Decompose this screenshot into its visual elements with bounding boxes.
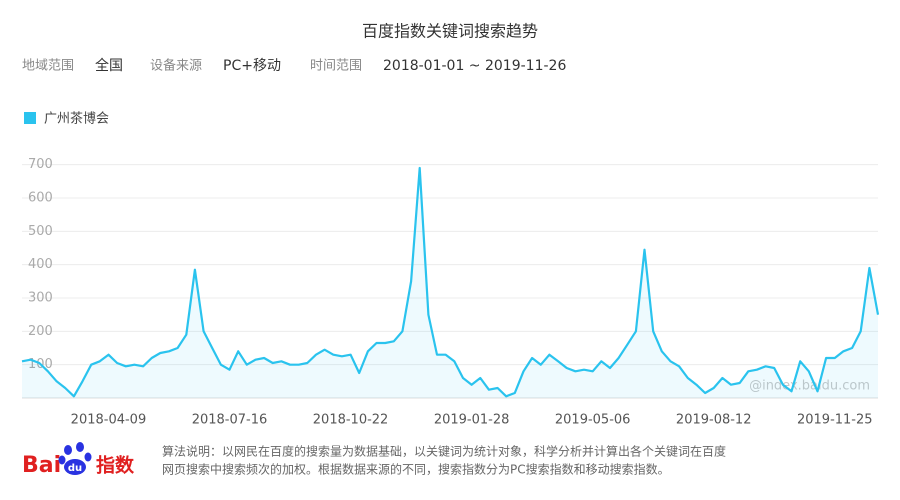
x-tick-label: 2019-01-28 (434, 413, 510, 428)
watermark: @index.baidu.com (749, 379, 870, 394)
filter-value: PC+移动 (223, 58, 281, 74)
x-tick-label: 2018-04-09 (71, 413, 147, 428)
filter-label: 地域范围 (22, 59, 74, 74)
y-tick-label: 500 (28, 224, 53, 239)
x-tick-label: 2019-05-06 (555, 413, 631, 428)
legend-swatch (24, 112, 36, 124)
x-tick-label: 2019-11-25 (797, 413, 873, 428)
logo-text: 指数 (96, 454, 135, 477)
series-line (21, 166, 880, 398)
logo-text: du (68, 463, 82, 474)
note-line: 算法说明：以网民在百度的搜索量为数据基础，以关键词为统计对象，科学分析并计算出各… (162, 444, 726, 459)
legend-label[interactable]: 广州茶博会 (44, 111, 109, 127)
x-tick-label: 2019-08-12 (676, 413, 752, 428)
note-line: 网页搜索中搜索频次的加权。根据数据来源的不同，搜索指数分为PC搜索指数和移动搜索… (162, 462, 670, 477)
filter-label: 设备来源 (150, 58, 202, 74)
y-tick-label: 200 (28, 324, 53, 339)
y-tick-label: 700 (28, 157, 53, 172)
series-area (22, 168, 878, 398)
y-tick-label: 300 (28, 291, 53, 306)
x-tick-label: 2018-10-22 (313, 413, 389, 428)
filter-bar: 地域范围 全国 设备来源 PC+移动 时间范围 2018-01-01 ~ 2019-11-… (22, 57, 566, 74)
filter-value: 全国 (95, 57, 123, 74)
x-tick-label: 2018-07-16 (192, 413, 268, 428)
filter-label: 时间范围 (310, 59, 362, 74)
y-tick-label: 600 (28, 191, 53, 206)
logo-text: Bai (22, 453, 61, 478)
logo-paw (58, 442, 92, 475)
y-tick-label: 400 (28, 257, 53, 272)
chart-title: 百度指数关键词搜索趋势 (362, 22, 538, 41)
filter-value: 2018-01-01 ~ 2019-11-26 (383, 58, 566, 74)
